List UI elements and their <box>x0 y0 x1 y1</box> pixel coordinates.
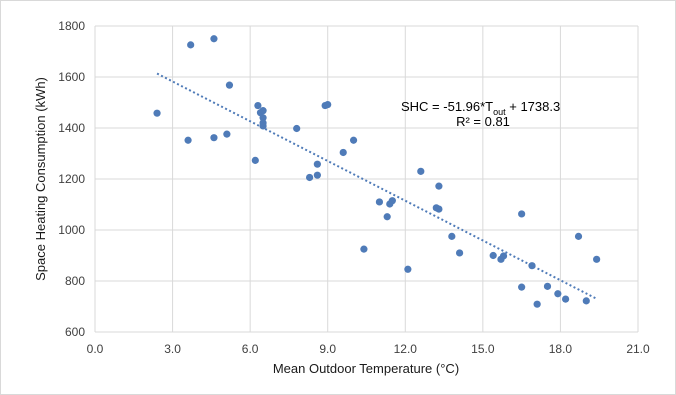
data-point <box>518 210 526 218</box>
x-tick-label: 15.0 <box>471 342 495 356</box>
x-tick-label: 21.0 <box>626 342 650 356</box>
data-point <box>528 262 536 270</box>
data-point <box>360 245 368 253</box>
data-point <box>543 282 552 290</box>
data-point <box>404 265 412 273</box>
data-point <box>153 109 161 117</box>
x-tick-label: 0.0 <box>87 342 104 356</box>
data-point <box>259 114 267 122</box>
data-point <box>562 295 570 303</box>
data-point <box>383 213 391 221</box>
grid-lines <box>94 25 639 333</box>
data-point <box>210 134 218 142</box>
x-tick-label: 18.0 <box>549 342 573 356</box>
data-point <box>489 251 497 260</box>
data-point <box>375 198 384 206</box>
data-point <box>554 290 562 298</box>
data-point <box>533 300 541 308</box>
equation-prefix: SHC = -51.96*T <box>401 99 493 114</box>
data-point <box>593 255 601 263</box>
x-tick-label: 12.0 <box>394 342 418 356</box>
data-point <box>223 130 231 138</box>
data-point <box>499 252 508 260</box>
data-point <box>388 197 396 205</box>
data-point <box>349 136 358 144</box>
x-axis-label: Mean Outdoor Temperature (°C) <box>273 361 459 376</box>
y-axis-label: Space Heating Consumption (kWh) <box>33 77 48 281</box>
data-point <box>582 297 590 305</box>
data-point <box>306 173 314 182</box>
y-tick-label: 600 <box>65 325 85 339</box>
data-point <box>448 232 456 240</box>
data-point <box>455 249 464 257</box>
data-point <box>417 167 425 175</box>
data-point <box>184 136 192 144</box>
data-points <box>153 35 601 308</box>
equation-suffix: + 1738.3 <box>506 99 561 114</box>
x-tick-label: 6.0 <box>242 342 259 356</box>
equation-subscript: out <box>493 107 506 117</box>
x-tick-labels: 0.0 3.0 6.0 9.0 12.0 15.0 18.0 21.0 <box>87 342 650 356</box>
data-point <box>339 148 347 157</box>
data-point <box>324 100 332 109</box>
y-tick-label: 1200 <box>58 172 85 186</box>
data-point <box>251 156 259 164</box>
data-point <box>293 124 301 133</box>
x-tick-label: 3.0 <box>164 342 181 356</box>
data-point <box>259 122 267 130</box>
y-tick-label: 1800 <box>58 19 85 33</box>
r-squared-label: R² = 0.81 <box>456 114 510 129</box>
y-tick-label: 800 <box>65 274 85 288</box>
data-point <box>259 107 267 115</box>
data-point <box>313 160 321 168</box>
y-tick-label: 1600 <box>58 70 85 84</box>
trendline-group <box>156 72 598 300</box>
trendline <box>156 72 598 300</box>
data-point <box>313 171 321 179</box>
y-tick-label: 1400 <box>58 121 85 135</box>
data-point <box>187 41 195 49</box>
data-point <box>574 232 583 240</box>
data-point <box>435 182 443 190</box>
y-tick-labels: 600 800 1000 1200 1400 1600 1800 <box>58 19 85 339</box>
data-point <box>225 81 234 89</box>
data-point <box>210 35 218 43</box>
x-tick-label: 9.0 <box>319 342 336 356</box>
data-point <box>254 101 262 110</box>
data-point <box>435 205 443 213</box>
data-point <box>518 283 526 291</box>
equation-label: SHC = -51.96*Tout + 1738.3 <box>401 99 560 117</box>
y-tick-label: 1000 <box>58 223 85 237</box>
